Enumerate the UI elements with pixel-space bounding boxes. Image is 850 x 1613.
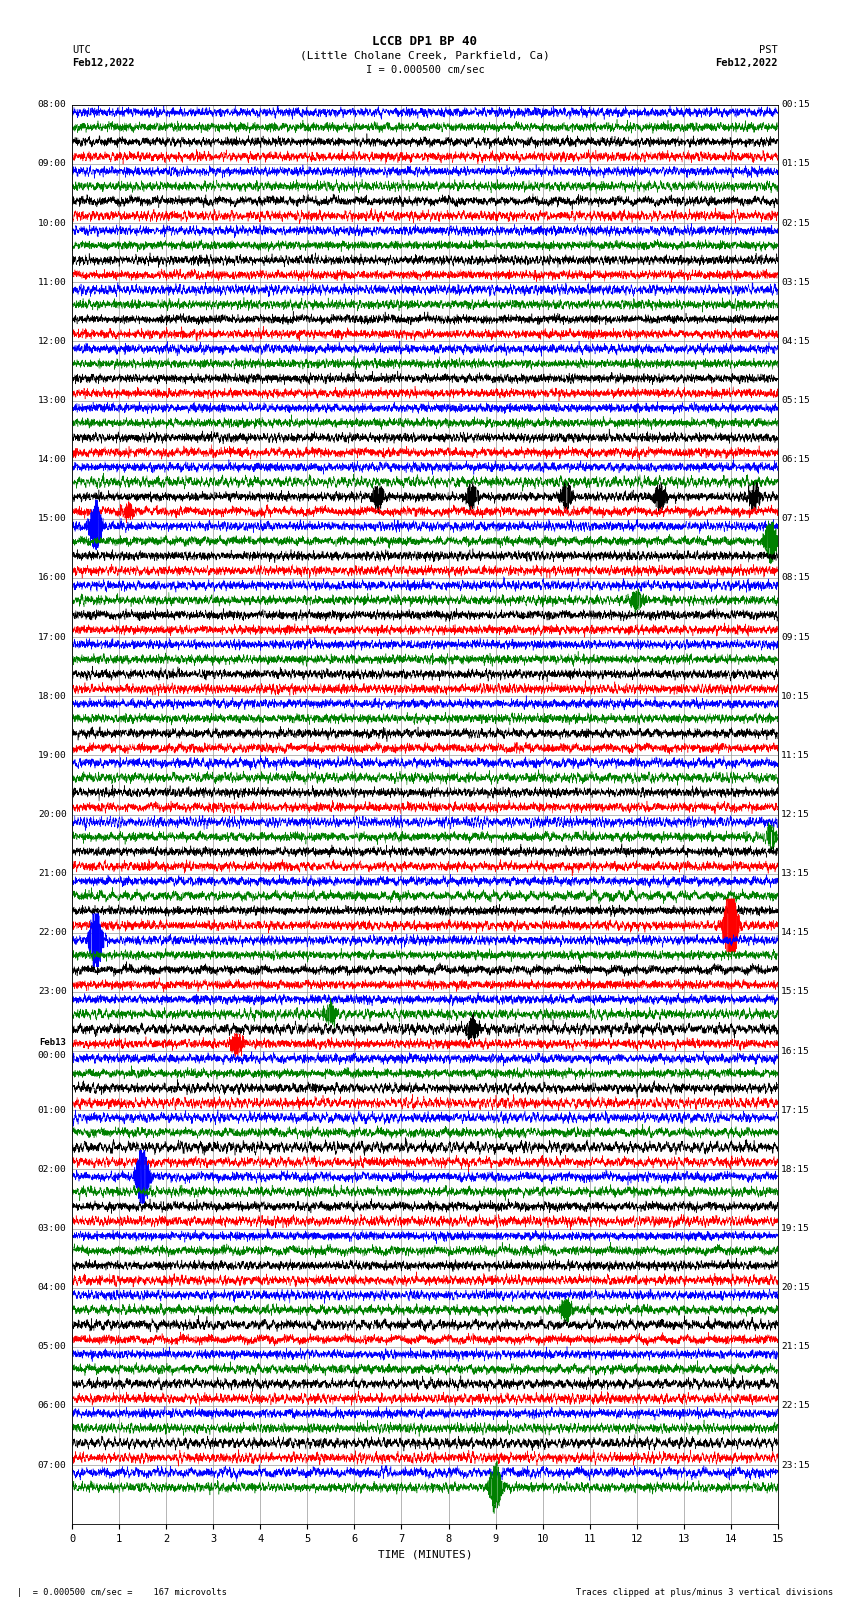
Text: Traces clipped at plus/minus 3 vertical divisions: Traces clipped at plus/minus 3 vertical … [575,1587,833,1597]
Text: 07:00: 07:00 [38,1461,66,1469]
Text: 22:15: 22:15 [781,1402,810,1410]
Text: 20:00: 20:00 [38,810,66,819]
Text: 18:15: 18:15 [781,1165,810,1174]
Text: Feb12,2022: Feb12,2022 [72,58,135,68]
Text: I = 0.000500 cm/sec: I = 0.000500 cm/sec [366,65,484,74]
Text: 21:00: 21:00 [38,869,66,877]
Text: 01:15: 01:15 [781,160,810,168]
Text: 03:15: 03:15 [781,277,810,287]
Text: 15:15: 15:15 [781,987,810,997]
Text: 07:15: 07:15 [781,515,810,523]
Text: 23:00: 23:00 [38,987,66,997]
Text: 06:00: 06:00 [38,1402,66,1410]
Text: PST: PST [759,45,778,55]
Text: 11:00: 11:00 [38,277,66,287]
Text: 03:00: 03:00 [38,1224,66,1232]
Text: 09:15: 09:15 [781,632,810,642]
X-axis label: TIME (MINUTES): TIME (MINUTES) [377,1550,473,1560]
Text: 04:00: 04:00 [38,1284,66,1292]
Text: 22:00: 22:00 [38,929,66,937]
Text: 00:00: 00:00 [38,1052,66,1060]
Text: 20:15: 20:15 [781,1284,810,1292]
Text: 13:00: 13:00 [38,397,66,405]
Text: Feb12,2022: Feb12,2022 [715,58,778,68]
Text: 08:00: 08:00 [38,100,66,110]
Text: 02:15: 02:15 [781,219,810,227]
Text: 19:00: 19:00 [38,752,66,760]
Text: 19:15: 19:15 [781,1224,810,1232]
Text: Feb13: Feb13 [40,1037,66,1047]
Text: 16:15: 16:15 [781,1047,810,1055]
Text: 17:15: 17:15 [781,1107,810,1115]
Text: 08:15: 08:15 [781,574,810,582]
Text: 02:00: 02:00 [38,1165,66,1174]
Text: 09:00: 09:00 [38,160,66,168]
Text: 15:00: 15:00 [38,515,66,523]
Text: |  = 0.000500 cm/sec =    167 microvolts: | = 0.000500 cm/sec = 167 microvolts [17,1587,227,1597]
Text: UTC: UTC [72,45,91,55]
Text: (Little Cholane Creek, Parkfield, Ca): (Little Cholane Creek, Parkfield, Ca) [300,50,550,60]
Text: 12:15: 12:15 [781,810,810,819]
Text: 05:00: 05:00 [38,1342,66,1352]
Text: 11:15: 11:15 [781,752,810,760]
Text: 21:15: 21:15 [781,1342,810,1352]
Text: 01:00: 01:00 [38,1107,66,1115]
Text: 00:15: 00:15 [781,100,810,110]
Text: 14:15: 14:15 [781,929,810,937]
Text: 12:00: 12:00 [38,337,66,345]
Text: 18:00: 18:00 [38,692,66,700]
Text: 10:15: 10:15 [781,692,810,700]
Text: 16:00: 16:00 [38,574,66,582]
Text: LCCB DP1 BP 40: LCCB DP1 BP 40 [372,35,478,48]
Text: 14:00: 14:00 [38,455,66,465]
Text: 13:15: 13:15 [781,869,810,877]
Text: 06:15: 06:15 [781,455,810,465]
Text: 10:00: 10:00 [38,219,66,227]
Text: 04:15: 04:15 [781,337,810,345]
Text: 05:15: 05:15 [781,397,810,405]
Text: 23:15: 23:15 [781,1461,810,1469]
Text: 17:00: 17:00 [38,632,66,642]
